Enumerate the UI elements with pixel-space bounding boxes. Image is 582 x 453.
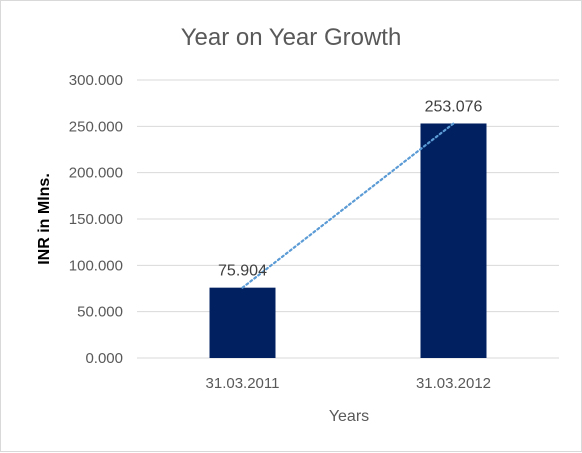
y-tick-label: 200.000 xyxy=(69,165,123,182)
y-tick-label: 300.000 xyxy=(69,72,123,89)
x-tick-label: 31.03.2011 xyxy=(206,375,280,392)
x-axis-title: Years xyxy=(329,408,369,425)
y-tick-labels: 0.000 50.000 100.000 150.000 200.000 250.000 3… xyxy=(69,72,123,367)
trendline xyxy=(241,122,455,289)
y-tick-label: 100.000 xyxy=(69,257,123,274)
data-labels: 75.904 253.076 xyxy=(218,98,482,279)
trendline-group xyxy=(241,122,455,289)
data-label: 75.904 xyxy=(218,263,267,280)
bar xyxy=(209,287,276,358)
x-tick-label: 31.03.2012 xyxy=(416,375,491,392)
y-axis-title: INR in Mlns. xyxy=(36,173,53,265)
bars xyxy=(209,123,487,358)
y-tick-label: 0.000 xyxy=(85,350,123,367)
data-label: 253.076 xyxy=(425,98,483,115)
y-tick-label: 250.000 xyxy=(69,118,123,135)
bar xyxy=(420,123,487,358)
y-tick-label: 50.000 xyxy=(77,304,123,321)
x-tick-labels: 31.03.2011 31.03.2012 xyxy=(206,375,492,392)
chart-title: Year on Year Growth xyxy=(181,24,402,51)
y-tick-label: 150.000 xyxy=(69,211,123,228)
gridlines xyxy=(137,79,559,359)
